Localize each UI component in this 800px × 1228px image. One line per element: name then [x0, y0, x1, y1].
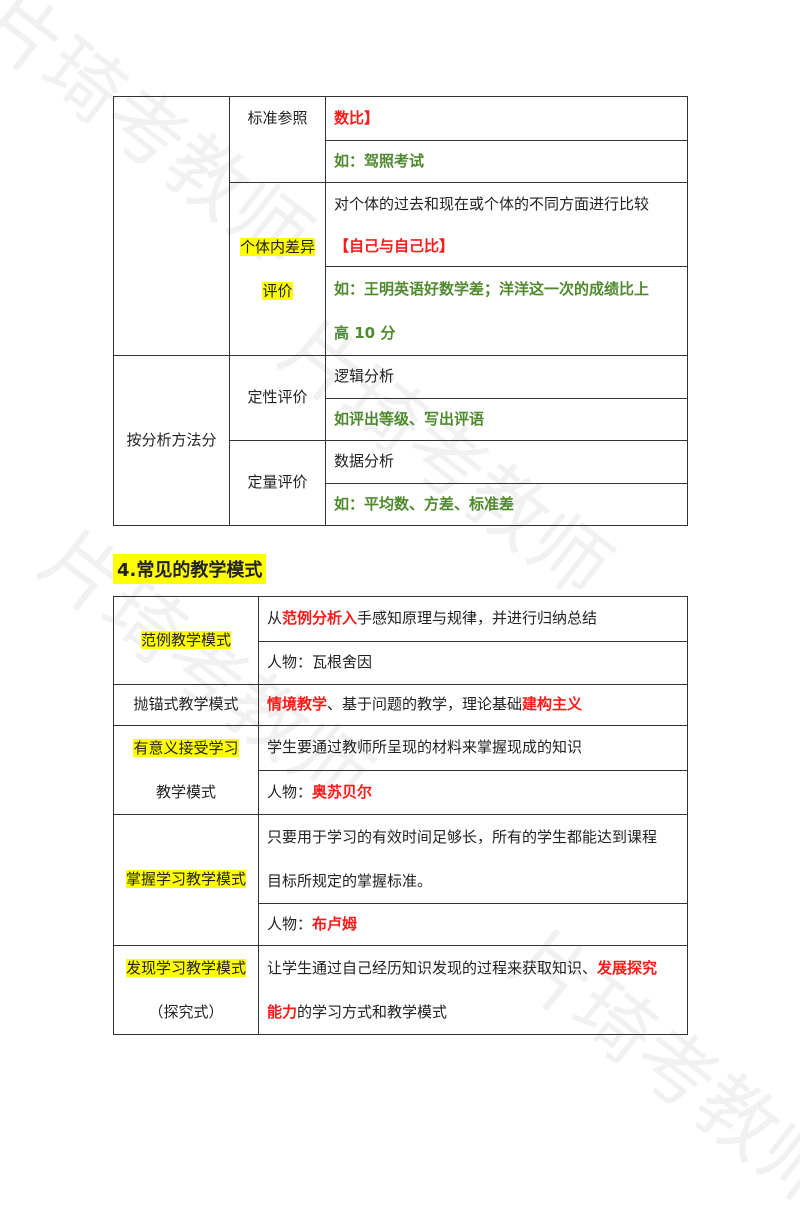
model-mastery-desc: 只要用于学习的有效时间足够长，所有的学生都能达到课程 目标所规定的掌握标准。: [258, 814, 688, 904]
model-label-mastery: 掌握学习教学模式: [113, 814, 259, 946]
evaluation-table: 标准参照 数比】 如：驾照考试 个体内差异 评价 对个体的过去和现在或个体的不同…: [113, 96, 688, 526]
section-title: 4.常见的教学模式: [113, 554, 267, 584]
standard-label: 标准参照: [229, 96, 326, 183]
quantitative-desc: 数据分析: [325, 440, 688, 484]
model-label-anchored: 抛锚式教学模式: [113, 684, 259, 726]
individual-label: 个体内差异 评价: [229, 182, 326, 356]
teaching-models-table: 范例教学模式 从范例分析入手感知原理与规律，并进行归纳总结 人物：瓦根舍因 抛锚…: [113, 596, 688, 1035]
standard-line1: 数比】: [325, 96, 688, 141]
model-anchored-desc: 情境教学、基于问题的教学，理论基础建构主义: [258, 684, 688, 726]
individual-example: 如：王明英语好数学差；洋洋这一次的成绩比上 高 10 分: [325, 266, 688, 356]
group-label: 按分析方法分: [113, 355, 230, 526]
model-discovery-desc: 让学生通过自己经历知识发现的过程来获取知识、发展探究 能力的学习方式和教学模式: [258, 945, 688, 1035]
model-label-meaningful: 有意义接受学习 教学模式: [113, 725, 259, 815]
model-label-example: 范例教学模式: [113, 596, 259, 685]
model-example-desc: 从范例分析入手感知原理与规律，并进行归纳总结: [258, 596, 688, 642]
qualitative-desc: 逻辑分析: [325, 355, 688, 399]
model-label-discovery: 发现学习教学模式 （探究式）: [113, 945, 259, 1035]
quantitative-example: 如：平均数、方差、标准差: [325, 483, 688, 526]
model-meaningful-person: 人物：奥苏贝尔: [258, 769, 688, 815]
qualitative-example: 如评出等级、写出评语: [325, 398, 688, 441]
individual-desc: 对个体的过去和现在或个体的不同方面进行比较: [325, 182, 688, 227]
model-example-person: 人物：瓦根舍因: [258, 641, 688, 685]
quantitative-label: 定量评价: [229, 440, 326, 526]
individual-bracket: 【自己与自己比】: [325, 226, 688, 267]
model-meaningful-desc: 学生要通过教师所呈现的材料来掌握现成的知识: [258, 725, 688, 771]
standard-example: 如：驾照考试: [325, 140, 688, 183]
qualitative-label: 定性评价: [229, 355, 326, 441]
blank-cell: [113, 96, 230, 356]
model-mastery-person: 人物：布卢姆: [258, 903, 688, 946]
